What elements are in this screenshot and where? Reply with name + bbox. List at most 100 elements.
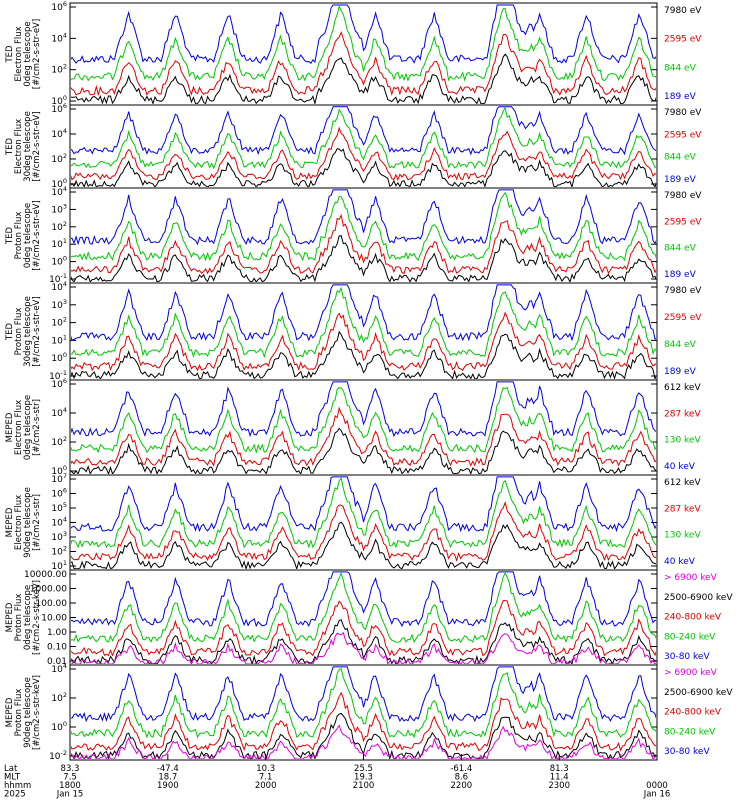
- legend-entry: 40 keV: [664, 557, 696, 567]
- series-trace: [71, 284, 656, 342]
- series-trace: [71, 406, 656, 467]
- legend-entry: 30-80 keV: [664, 652, 710, 662]
- y-tick-label: 100: [51, 177, 67, 190]
- series-trace: [71, 4, 656, 82]
- traces: [71, 284, 656, 379]
- x-tick-label: 83.3: [61, 764, 80, 774]
- traces: [71, 4, 656, 104]
- y-axis-label-line: 0deg telescope: [23, 395, 33, 460]
- y-axis-label-line: [#/cm2-s-str-eV]: [32, 19, 42, 89]
- y-axis-label-line: 30deg telescope: [23, 111, 33, 182]
- legend-entry: 2595 eV: [664, 130, 702, 140]
- y-tick-label: 10-1: [49, 369, 67, 382]
- y-axis-label-line: 90deg telescope: [23, 487, 33, 558]
- x-tick-label: 7.5: [63, 773, 77, 783]
- legend-entry: 2595 eV: [664, 313, 702, 323]
- legend-entry: 7980 eV: [664, 286, 702, 296]
- legend-entry: 80-240 keV: [664, 632, 716, 642]
- x-tick-label: 0000: [646, 781, 668, 791]
- legend-entry: 2595 eV: [664, 217, 702, 227]
- y-axis-label-line: [#/cm2-s-str]: [32, 494, 42, 551]
- y-axis-label-line: 0deg telescope: [23, 21, 33, 86]
- y-tick-label: 106: [51, 377, 67, 390]
- series-trace: [71, 106, 656, 156]
- traces: [71, 189, 656, 282]
- panel-3: 104 103 102 101 100 10-1 TED Proton Flux 0deg te…: [5, 185, 702, 285]
- y-tick-label: 106: [51, 102, 67, 115]
- y-axis-label: MEPED Proton Flux 0deg telescope [#/cm2-s-s…: [5, 580, 42, 655]
- y-tick-label: 10.00: [41, 614, 67, 624]
- y-axis-label: TED Electron Flux 30deg telescope [#/cm2-s-…: [5, 111, 42, 182]
- panel-1: 106 104 102 100 TED Electron Flux 0deg telesco…: [5, 0, 702, 107]
- series-trace: [71, 571, 656, 628]
- y-tick-label: 104: [51, 127, 67, 140]
- plot-frame: [69, 664, 658, 761]
- y-axis-label-line: 0deg telescope: [23, 203, 33, 268]
- y-tick-label: 100: [51, 351, 67, 364]
- legend-entry: 287 keV: [664, 409, 701, 419]
- y-tick-label: 0.10: [47, 643, 67, 653]
- x-tick-label: 2200: [451, 781, 473, 791]
- y-axis-label-line: Electron Flux: [14, 119, 24, 174]
- x-tick-label: Jan 16: [643, 790, 671, 800]
- series-trace: [71, 213, 656, 275]
- legend-entry: 844 eV: [664, 244, 697, 254]
- y-axis-label-line: 30deg telescope: [23, 296, 33, 367]
- traces: [71, 381, 656, 474]
- y-tick-label: 104: [51, 31, 67, 44]
- series-trace: [71, 4, 656, 64]
- legend-entry: 844 eV: [664, 340, 697, 350]
- x-tick-label: 10.3: [256, 764, 275, 774]
- series-trace: [71, 427, 656, 474]
- legend-entry: 189 eV: [664, 367, 697, 377]
- x-tick-label: 81.3: [550, 764, 569, 774]
- y-axis-label-line: 90deg telescope: [23, 677, 33, 748]
- x-tick-label: -47.4: [157, 764, 179, 774]
- legend-entry: 287 keV: [664, 504, 701, 514]
- y-tick-label: 101: [51, 333, 67, 346]
- x-axis-row-label: Lat: [4, 764, 18, 774]
- plot-frame: [69, 104, 658, 189]
- x-tick-label: 2000: [255, 781, 277, 791]
- y-axis-label-line: 0deg telescope: [23, 585, 33, 650]
- y-tick-label: 103: [51, 530, 67, 543]
- legend-entry: 844 eV: [664, 153, 697, 163]
- y-axis-label-line: MEPED: [5, 697, 15, 727]
- y-axis-label-line: MEPED: [5, 412, 15, 442]
- series-trace: [71, 477, 656, 549]
- series-trace: [71, 148, 656, 187]
- y-axis-label: MEPED Proton Flux 90deg telescope [#/cm2-s-…: [5, 675, 42, 750]
- series-trace: [71, 330, 656, 379]
- y-tick-label: 100: [51, 720, 67, 733]
- series-trace: [71, 500, 656, 563]
- y-axis-label-line: Electron Flux: [14, 495, 24, 550]
- y-axis-label-line: Electron Flux: [14, 400, 24, 455]
- y-axis-label: MEPED Electron Flux 90deg telescope [#/cm2-…: [5, 487, 42, 558]
- series-trace: [71, 386, 656, 454]
- series-trace: [71, 191, 656, 262]
- legend-entry: 189 eV: [664, 270, 697, 280]
- series-trace: [71, 571, 656, 644]
- y-tick-label: 105: [51, 501, 67, 514]
- y-tick-label: 102: [51, 316, 67, 329]
- y-tick-label: 102: [51, 691, 67, 704]
- x-tick-label: 25.5: [354, 764, 373, 774]
- y-axis-label: TED Electron Flux 0deg telescope [#/cm2-s-s…: [5, 19, 42, 89]
- plot-frame: [69, 187, 658, 284]
- y-tick-label: 101: [51, 559, 67, 572]
- y-tick-label: 100.00: [36, 599, 68, 609]
- y-tick-label: 104: [51, 406, 67, 419]
- legend-entry: > 6900 keV: [664, 573, 718, 583]
- legend-entry: 240-800 keV: [664, 613, 722, 623]
- legend-entry: 2500-6900 keV: [664, 593, 733, 603]
- legend-entry: 189 eV: [664, 92, 697, 102]
- y-axis-label-line: Proton Flux: [14, 594, 24, 642]
- series-trace: [71, 631, 656, 664]
- legend-entry: 612 keV: [664, 478, 701, 488]
- series-trace: [71, 712, 656, 759]
- y-axis-label-line: MEPED: [5, 602, 15, 632]
- series-trace: [71, 666, 656, 723]
- y-tick-label: 1.00: [47, 628, 67, 638]
- traces: [71, 476, 656, 569]
